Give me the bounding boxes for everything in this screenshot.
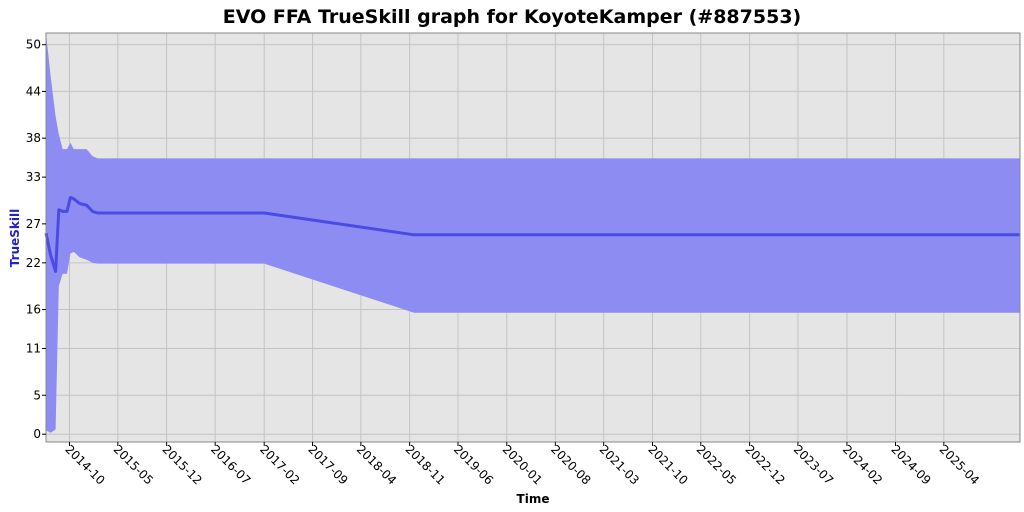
uncertainty-band-area — [46, 33, 1020, 433]
y-tick-label: 22 — [26, 256, 41, 270]
y-tick-label: 0 — [33, 427, 41, 441]
trueskill-series-line — [44, 195, 1020, 273]
y-tick-label: 33 — [26, 170, 41, 184]
y-tick-label: 16 — [26, 303, 41, 317]
trueskill-line — [44, 195, 1020, 273]
chart-title: EVO FFA TrueSkill graph for KoyoteKamper… — [223, 6, 801, 28]
x-axis-label: Time — [517, 492, 550, 506]
axes — [45, 32, 1021, 443]
y-tick-label: 38 — [26, 131, 41, 145]
y-axis-label: TrueSkill — [8, 209, 22, 267]
y-tick-label: 50 — [26, 38, 41, 52]
y-tick-labels: 0 5 11 16 22 27 33 38 44 50 — [26, 38, 46, 441]
y-tick-label: 44 — [26, 84, 41, 98]
uncertainty-band — [46, 33, 1020, 433]
y-tick-label: 11 — [26, 342, 41, 356]
y-tick-label: 5 — [33, 388, 41, 402]
y-tick-label: 27 — [26, 217, 41, 231]
plot-frame — [45, 32, 1021, 443]
